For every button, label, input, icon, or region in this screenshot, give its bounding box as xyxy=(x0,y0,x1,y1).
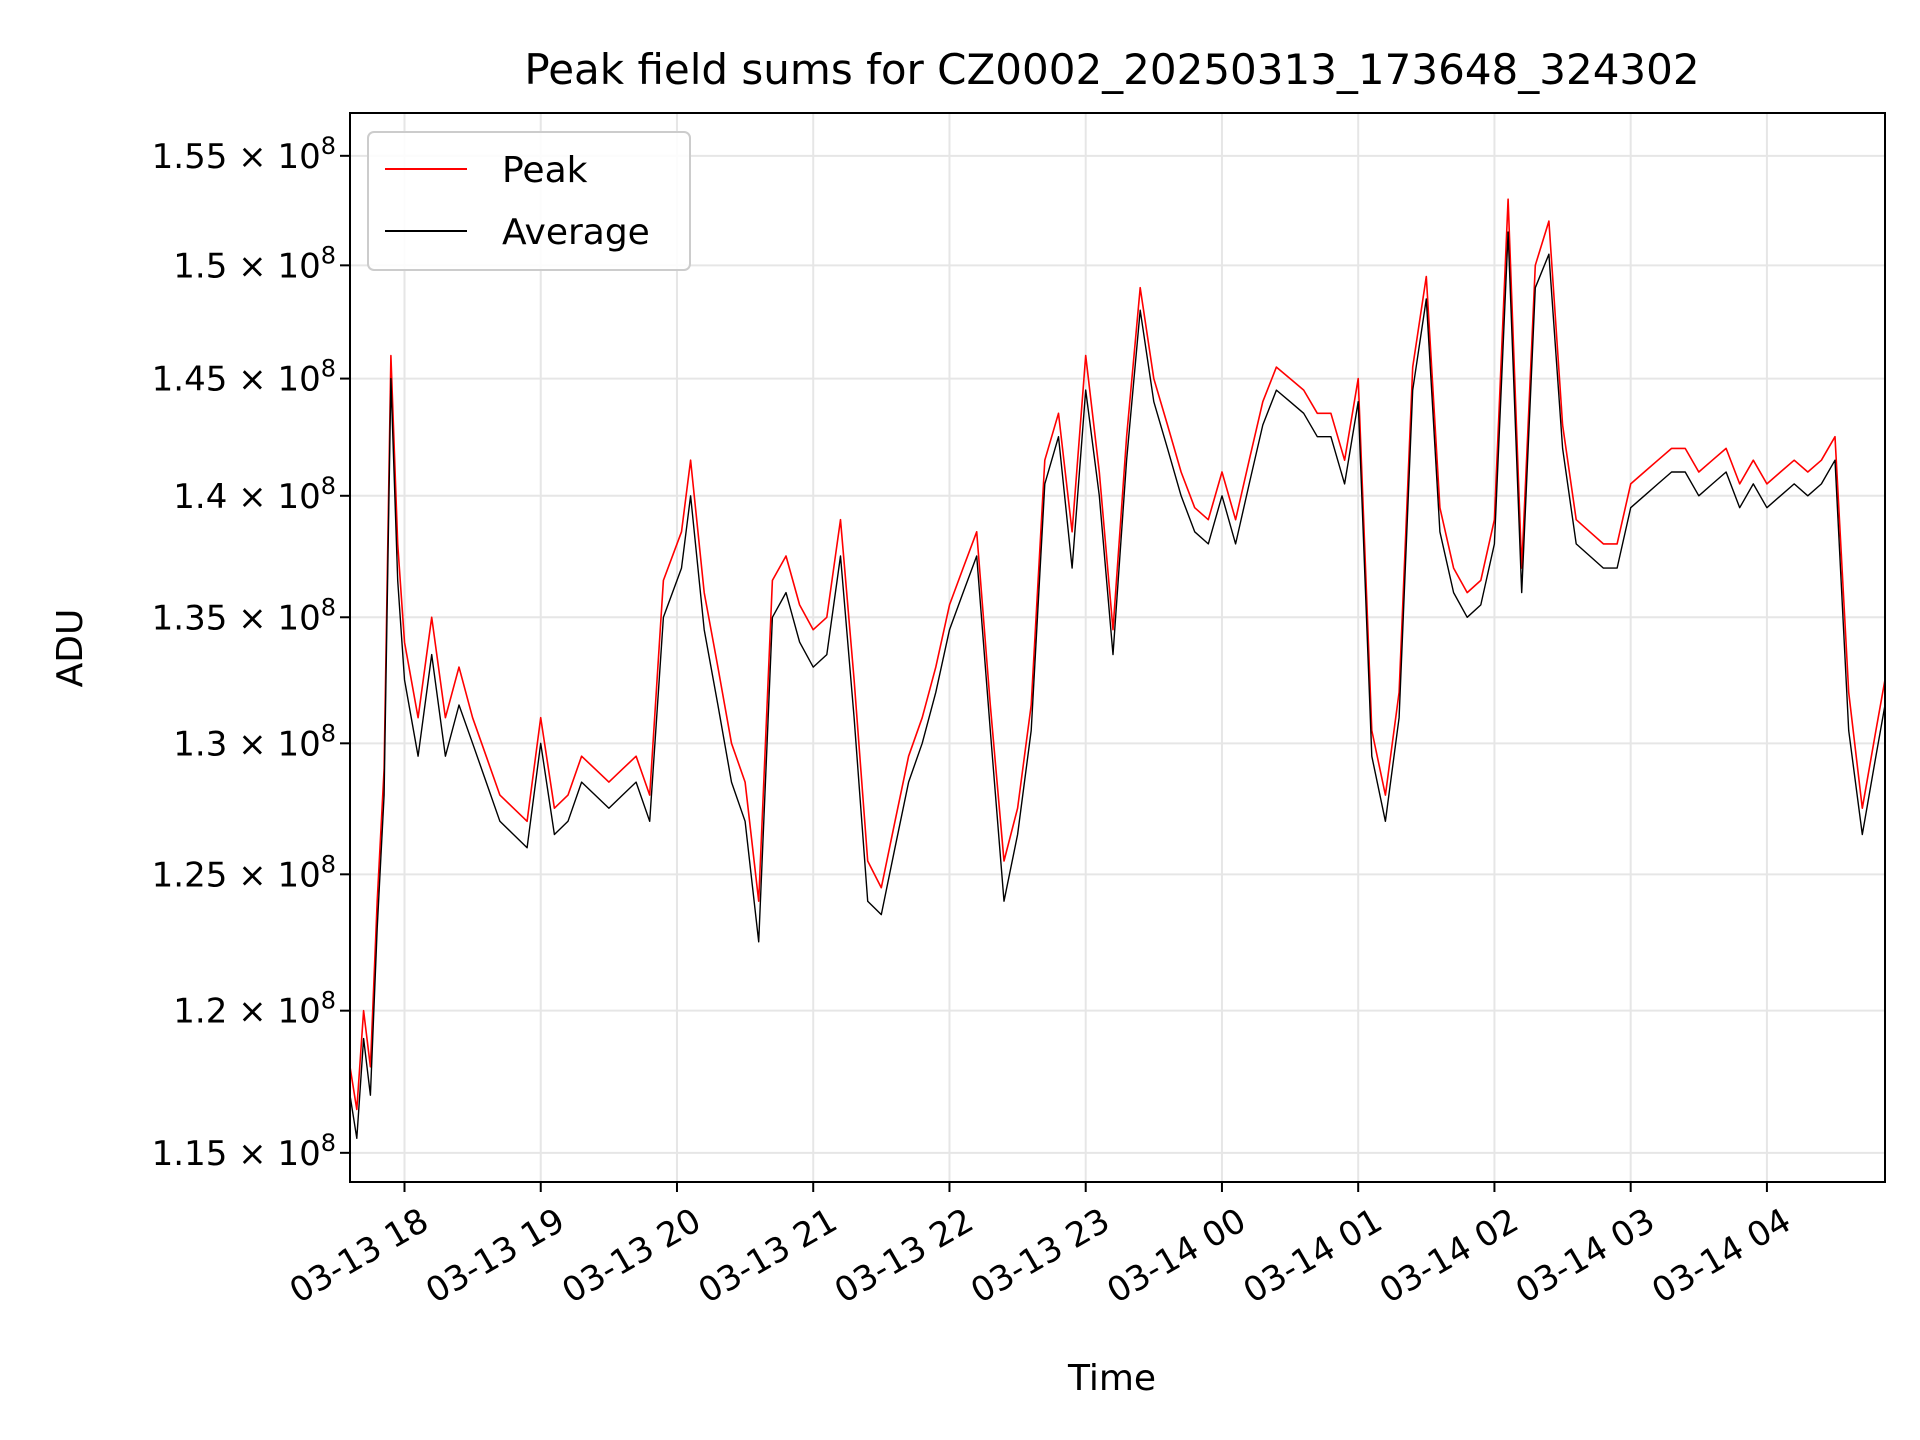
y-tick-label: 1.2 × 108 xyxy=(173,987,336,1032)
y-tick-label: 1.3 × 108 xyxy=(173,719,336,764)
y-tick-label: 1.4 × 108 xyxy=(173,472,336,517)
y-axis-label: ADU xyxy=(50,609,91,688)
series-layer xyxy=(349,198,1886,1140)
legend-label-peak: Peak xyxy=(502,150,588,191)
y-tick-label: 1.55 × 108 xyxy=(152,132,336,177)
y-tick-label: 1.45 × 108 xyxy=(152,355,336,400)
y-tick-exponent: 8 xyxy=(321,850,336,878)
y-tick-exponent: 8 xyxy=(321,132,336,160)
series-line-average xyxy=(349,231,1886,1140)
y-tick-exponent: 8 xyxy=(321,987,336,1015)
y-tick-exponent: 8 xyxy=(321,593,336,621)
legend-box xyxy=(367,131,691,271)
y-tick-exponent: 8 xyxy=(321,355,336,383)
chart-title: Peak field sums for CZ0002_20250313_1736… xyxy=(524,45,1699,94)
legend-label-average: Average xyxy=(502,212,650,253)
series-line-peak xyxy=(349,198,1886,1111)
y-tick-label: 1.5 × 108 xyxy=(173,241,336,286)
y-tick-exponent: 8 xyxy=(321,719,336,747)
y-axis-ticks: 1.15 × 108 1.2 × 108 1.25 × 108 1.3 × 108 1.… xyxy=(152,132,350,1174)
y-tick-exponent: 8 xyxy=(321,1129,336,1157)
y-tick-exponent: 8 xyxy=(321,241,336,269)
y-tick-exponent: 8 xyxy=(321,472,336,500)
y-tick-label: 1.25 × 108 xyxy=(152,850,336,895)
plot-frame xyxy=(349,112,1886,1183)
y-tick-label: 1.35 × 108 xyxy=(152,593,336,638)
x-axis-label: Time xyxy=(1067,1358,1156,1399)
y-tick-label: 1.15 × 108 xyxy=(152,1129,336,1174)
legend: Peak Average xyxy=(367,131,691,271)
